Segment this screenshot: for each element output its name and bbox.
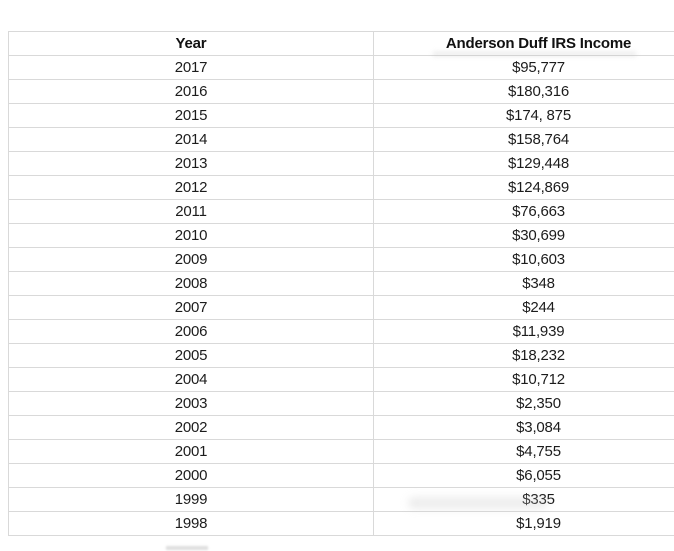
column-header-year: Year [8,31,374,56]
year-cell: 1999 [8,487,374,512]
income-cell: $158,764 [373,127,674,152]
year-cell: 2010 [8,223,374,248]
income-cell: $129,448 [373,151,674,176]
income-cell: $335 [373,487,674,512]
income-cell: $244 [373,295,674,320]
table-row: 2017 $95,777 [8,55,674,80]
year-cell: 2017 [8,55,374,80]
table-row: 2014 $158,764 [8,127,674,152]
year-cell: 2004 [8,367,374,392]
table-row: 1998 $1,919 [8,511,674,536]
year-cell: 2002 [8,415,374,440]
table-row: 2012 $124,869 [8,175,674,200]
cutoff-row-artifact [166,546,208,550]
income-cell: $10,603 [373,247,674,272]
year-cell: 2001 [8,439,374,464]
table-row: 2008 $348 [8,271,674,296]
income-cell: $95,777 [373,55,674,80]
year-cell: 2011 [8,199,374,224]
table-row: 2016 $180,316 [8,79,674,104]
table-row: 2001 $4,755 [8,439,674,464]
year-cell: 2013 [8,151,374,176]
income-cell: $11,939 [373,319,674,344]
year-cell: 2008 [8,271,374,296]
year-cell: 1998 [8,511,374,536]
table-row: 2004 $10,712 [8,367,674,392]
income-cell: $2,350 [373,391,674,416]
year-cell: 2009 [8,247,374,272]
table-row: 2009 $10,603 [8,247,674,272]
income-cell: $18,232 [373,343,674,368]
year-cell: 2007 [8,295,374,320]
income-table: Year Anderson Duff IRS Income 2017 $95,7… [8,31,674,536]
income-cell: $10,712 [373,367,674,392]
table-row: 2003 $2,350 [8,391,674,416]
year-cell: 2015 [8,103,374,128]
table-row: 2005 $18,232 [8,343,674,368]
year-cell: 2006 [8,319,374,344]
year-cell: 2016 [8,79,374,104]
table-body: 2017 $95,777 2016 $180,316 2015 $174, 87… [8,55,674,536]
income-cell: $6,055 [373,463,674,488]
income-cell: $1,919 [373,511,674,536]
table-row: 2006 $11,939 [8,319,674,344]
income-cell: $4,755 [373,439,674,464]
income-cell: $174, 875 [373,103,674,128]
year-cell: 2014 [8,127,374,152]
table-row: 1999 $335 [8,487,674,512]
table-row: 2011 $76,663 [8,199,674,224]
income-cell: $348 [373,271,674,296]
year-cell: 2000 [8,463,374,488]
year-cell: 2012 [8,175,374,200]
year-cell: 2003 [8,391,374,416]
table-row: 2002 $3,084 [8,415,674,440]
column-header-income: Anderson Duff IRS Income [373,31,674,56]
income-cell: $30,699 [373,223,674,248]
income-cell: $124,869 [373,175,674,200]
table-row: 2007 $244 [8,295,674,320]
income-cell: $180,316 [373,79,674,104]
table-row: 2015 $174, 875 [8,103,674,128]
table-row: 2013 $129,448 [8,151,674,176]
income-cell: $76,663 [373,199,674,224]
header-row: Year Anderson Duff IRS Income [8,31,674,56]
year-cell: 2005 [8,343,374,368]
table-row: 2010 $30,699 [8,223,674,248]
table-row: 2000 $6,055 [8,463,674,488]
income-cell: $3,084 [373,415,674,440]
